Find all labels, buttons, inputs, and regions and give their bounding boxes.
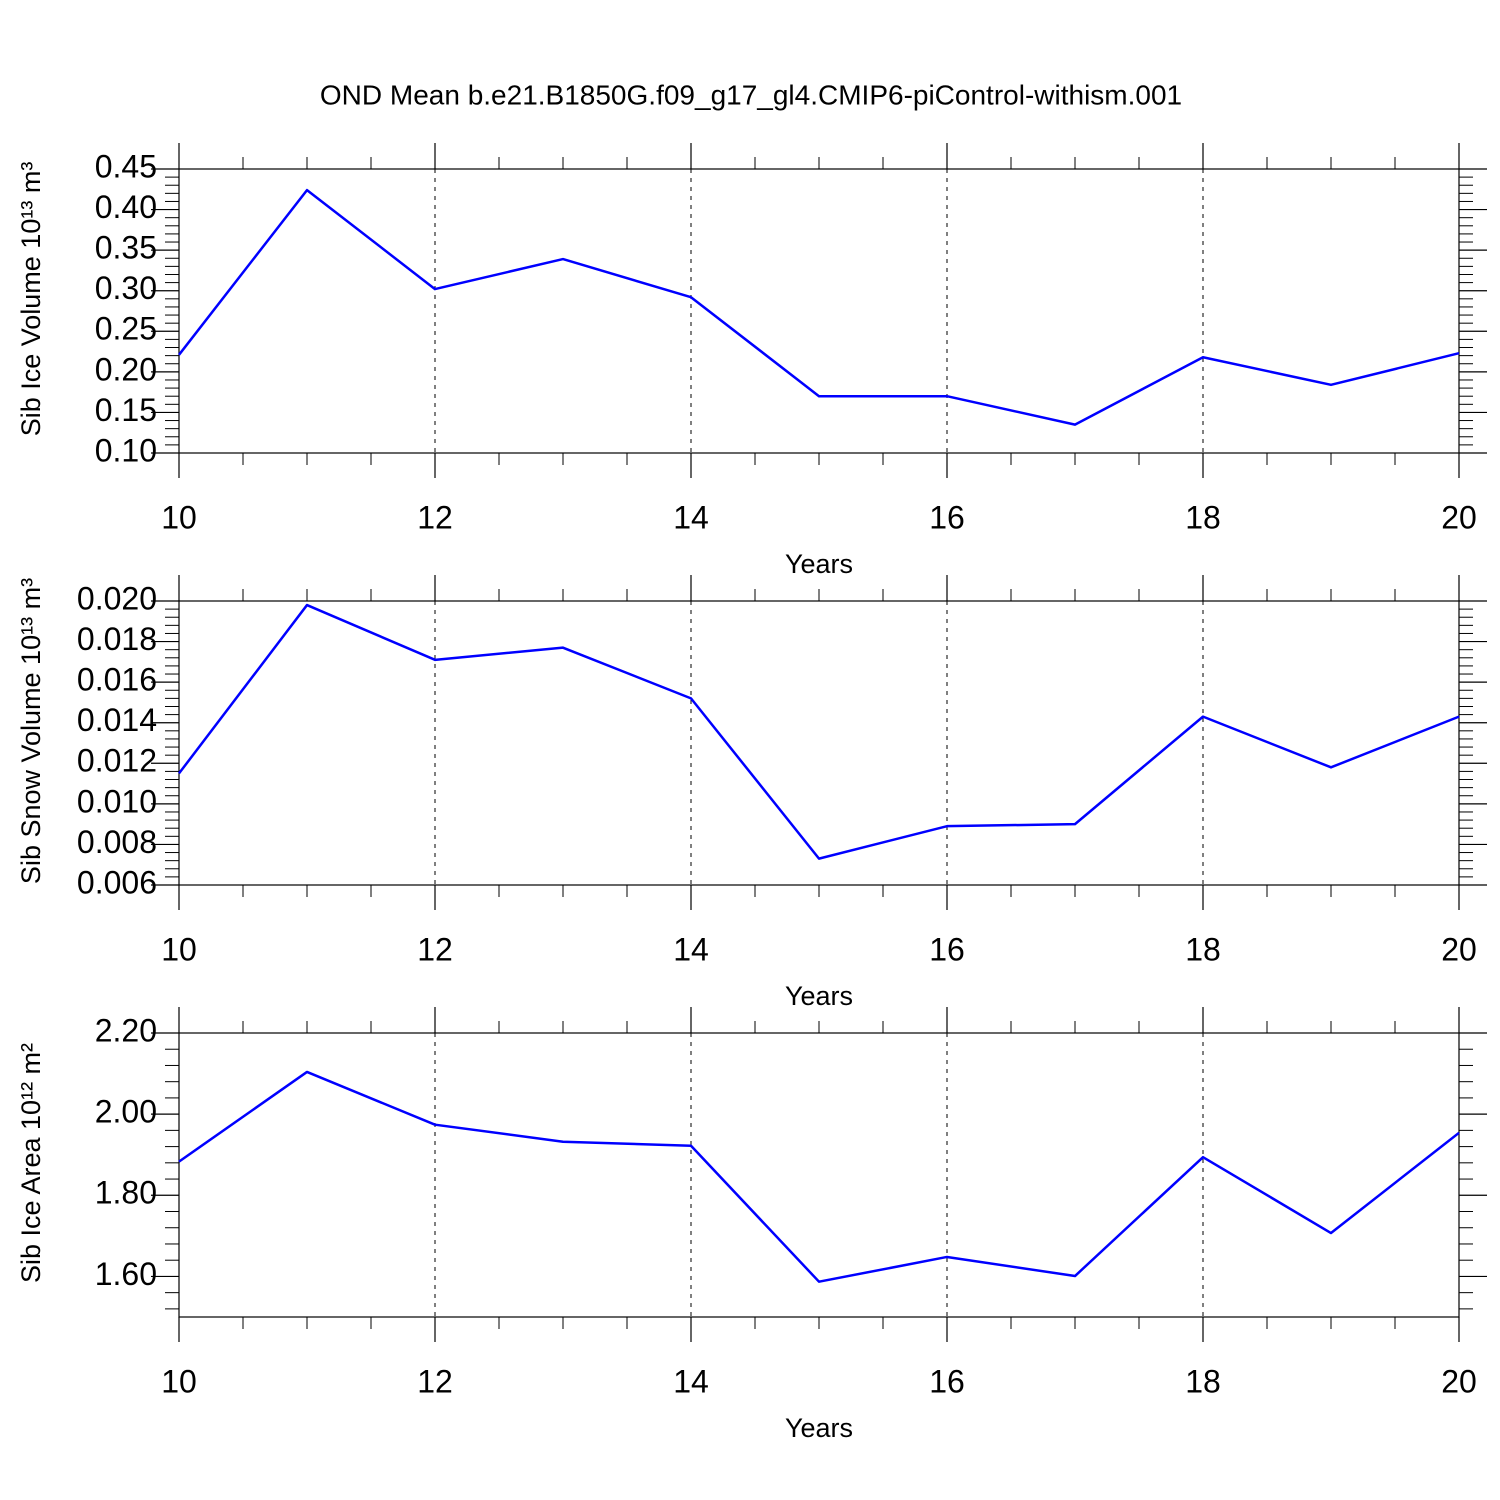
x-axis-label: Years: [785, 1413, 853, 1443]
x-tick-label: 14: [673, 1363, 709, 1399]
y-tick-label: 0.014: [77, 702, 157, 738]
y-tick-label: 0.45: [95, 148, 157, 184]
y-tick-label: 0.006: [77, 864, 157, 900]
y-tick-label: 1.80: [95, 1175, 157, 1211]
x-tick-label: 16: [929, 931, 965, 967]
y-tick-label: 0.35: [95, 230, 157, 266]
y-tick-label: 0.10: [95, 432, 157, 468]
y-tick-label: 0.40: [95, 189, 157, 225]
plot-frame: [178, 600, 1460, 886]
y-axis-label: Sib Ice Volume 10¹³ m³: [16, 162, 46, 437]
y-tick-label: 0.018: [77, 621, 157, 657]
x-tick-label: 18: [1185, 931, 1221, 967]
y-tick-label: 0.010: [77, 783, 157, 819]
y-axis-label: Sib Ice Area 10¹² m²: [16, 1043, 46, 1283]
x-tick-label: 12: [417, 1363, 453, 1399]
y-tick-label: 0.30: [95, 270, 157, 306]
x-tick-label: 20: [1441, 1363, 1477, 1399]
x-tick-label: 18: [1185, 499, 1221, 535]
x-tick-label: 16: [929, 499, 965, 535]
data-line: [178, 603, 1460, 860]
y-tick-label: 0.25: [95, 311, 157, 347]
x-tick-label: 10: [161, 499, 197, 535]
x-tick-label: 10: [161, 931, 197, 967]
panel: 10 12 14 16 18 20 0.10 0.15 0.20 0.25 0.30 0.35 0.40…: [16, 143, 1487, 579]
y-tick-label: 2.20: [95, 1012, 157, 1048]
x-axis-label: Years: [785, 549, 853, 579]
y-tick-label: 0.012: [77, 743, 157, 779]
y-tick-label: 1.60: [95, 1256, 157, 1292]
y-tick-label: 0.008: [77, 824, 157, 860]
x-tick-label: 20: [1441, 499, 1477, 535]
panel: 10 12 14 16 18 20 1.60 1.80 2.00 2.20 Years Sib Ice…: [16, 1007, 1487, 1443]
x-axis-label: Years: [785, 981, 853, 1011]
panel: 10 12 14 16 18 20 0.006 0.008 0.010 0.012 0.014 0.0…: [16, 575, 1487, 1011]
x-tick-label: 16: [929, 1363, 965, 1399]
figure-title: OND Mean b.e21.B1850G.f09_g17_gl4.CMIP6-…: [320, 79, 1182, 110]
x-tick-label: 10: [161, 1363, 197, 1399]
x-tick-label: 18: [1185, 1363, 1221, 1399]
plot-frame: [178, 1032, 1460, 1318]
y-tick-label: 0.20: [95, 351, 157, 387]
y-tick-label: 0.016: [77, 662, 157, 698]
x-tick-label: 20: [1441, 931, 1477, 967]
x-tick-label: 12: [417, 499, 453, 535]
x-tick-label: 14: [673, 499, 709, 535]
y-tick-label: 0.020: [77, 580, 157, 616]
x-tick-label: 12: [417, 931, 453, 967]
y-tick-label: 0.15: [95, 392, 157, 428]
y-axis-label: Sib Snow Volume 10¹³ m³: [16, 578, 46, 884]
x-tick-label: 14: [673, 931, 709, 967]
data-line: [178, 1070, 1460, 1283]
plot-frame: [178, 168, 1460, 454]
data-line: [178, 188, 1460, 426]
y-tick-label: 2.00: [95, 1094, 157, 1130]
